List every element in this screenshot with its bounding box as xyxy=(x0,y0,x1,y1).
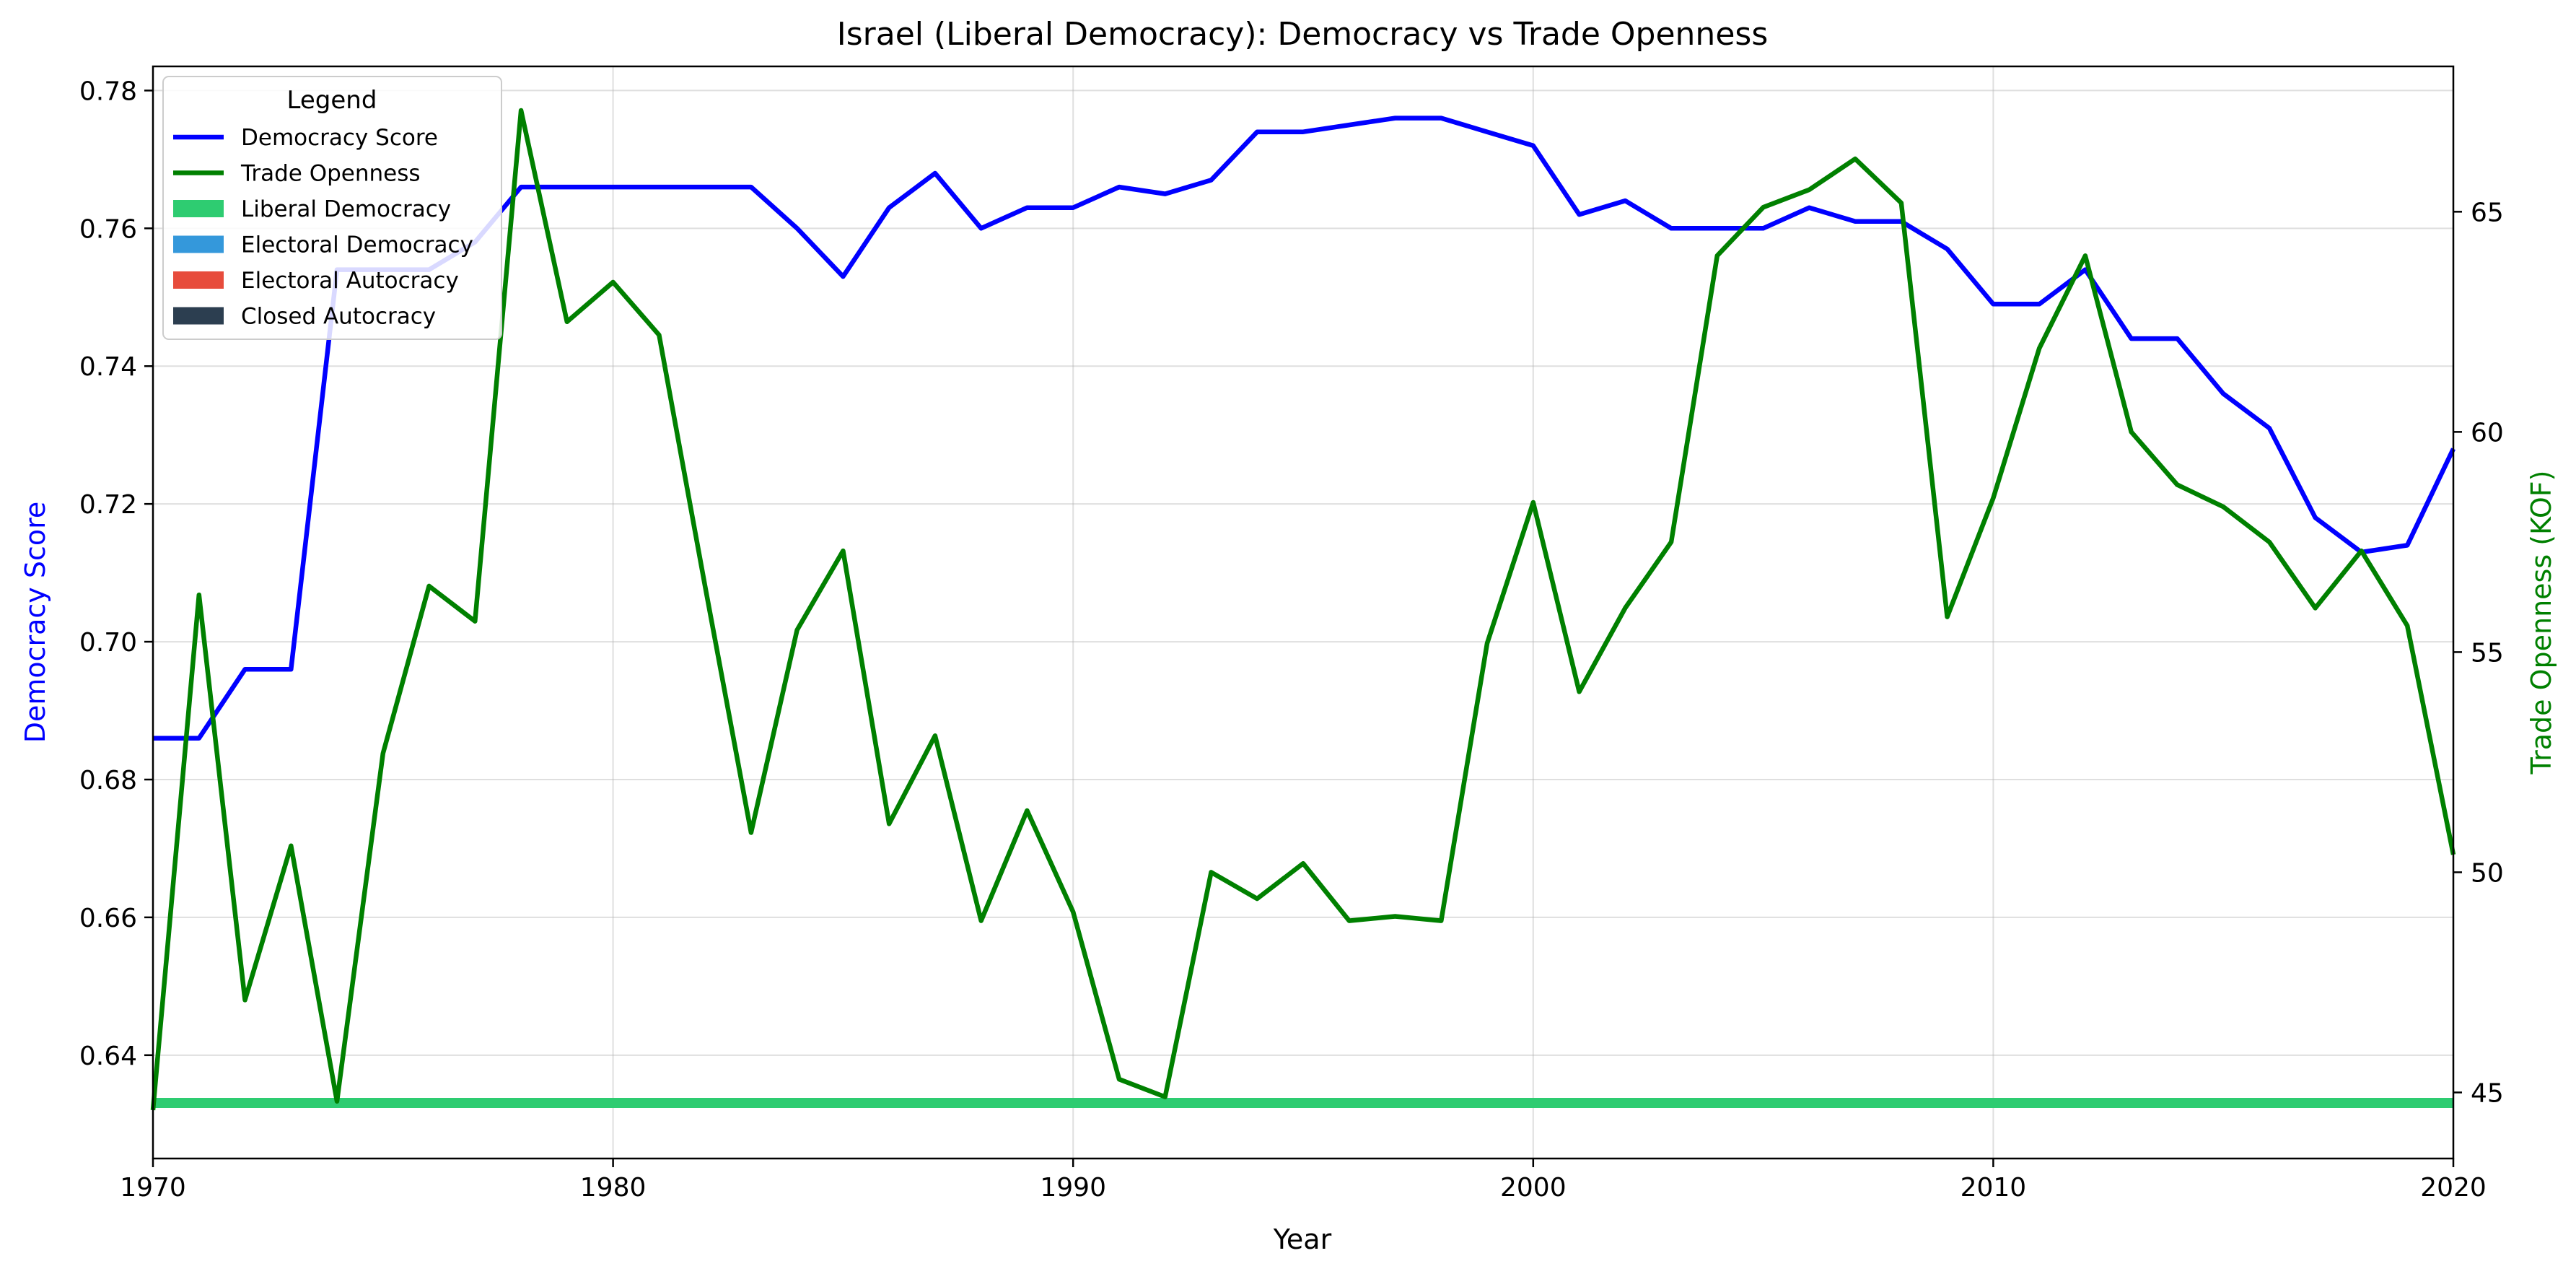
regime-band-liberal-democracy xyxy=(153,1098,2453,1108)
chart-title: Israel (Liberal Democracy): Democracy vs… xyxy=(837,16,1769,53)
series-line-trade-openness xyxy=(150,108,2456,1111)
legend-title: Legend xyxy=(287,86,377,115)
x-tick-label: 1980 xyxy=(580,1173,647,1203)
legend-label-electoral-democracy: Electoral Democracy xyxy=(241,232,473,258)
legend-label-democracy-score: Democracy Score xyxy=(241,125,438,151)
x-tick-label: 2010 xyxy=(1961,1173,2027,1203)
y-right-tick-label: 50 xyxy=(2471,858,2504,888)
y-left-tick-label: 0.66 xyxy=(79,904,137,933)
legend-swatch-electoral-democracy xyxy=(173,235,224,253)
x-tick-label: 2000 xyxy=(1500,1173,1567,1203)
x-axis-label: Year xyxy=(1273,1223,1332,1255)
x-tick-label: 1990 xyxy=(1040,1173,1106,1203)
legend-label-trade-openness: Trade Openness xyxy=(240,161,421,187)
x-tick-label: 2020 xyxy=(2420,1173,2487,1203)
y-right-tick-label: 65 xyxy=(2471,198,2504,227)
plot-frame xyxy=(152,65,2455,1160)
y-right-tick-label: 60 xyxy=(2471,418,2504,448)
legend-swatch-electoral-autocracy xyxy=(173,271,224,289)
x-tick-label: 1970 xyxy=(120,1173,186,1203)
y-left-tick-label: 0.74 xyxy=(79,352,137,382)
legend-swatch-liberal-democracy xyxy=(173,200,224,217)
y-left-tick-label: 0.70 xyxy=(79,628,137,658)
legend-label-closed-autocracy: Closed Autocracy xyxy=(241,304,436,330)
legend-label-liberal-democracy: Liberal Democracy xyxy=(241,196,451,222)
legend: Legend Democracy Score Trade Openness Libe… xyxy=(162,76,502,340)
y-left-tick-label: 0.72 xyxy=(79,490,137,520)
y-right-tick-label: 45 xyxy=(2471,1078,2504,1108)
y-axis-left-label: Democracy Score xyxy=(19,502,51,743)
y-left-tick-label: 0.76 xyxy=(79,214,137,244)
y-left-tick-label: 0.64 xyxy=(79,1042,137,1071)
y-left-tick-label: 0.78 xyxy=(79,77,137,106)
legend-box xyxy=(162,76,502,340)
y-right-tick-label: 55 xyxy=(2471,638,2504,668)
y-left-tick-label: 0.68 xyxy=(79,766,137,795)
plot-area: 1970 1980 1990 2000 2010 2020 0.64 0.66 0.68 0.70… xyxy=(79,65,2504,1203)
y-axis-right-label: Trade Openness (KOF) xyxy=(2525,470,2557,775)
legend-label-electoral-autocracy: Electoral Autocracy xyxy=(241,268,459,294)
legend-swatch-closed-autocracy xyxy=(173,307,224,325)
